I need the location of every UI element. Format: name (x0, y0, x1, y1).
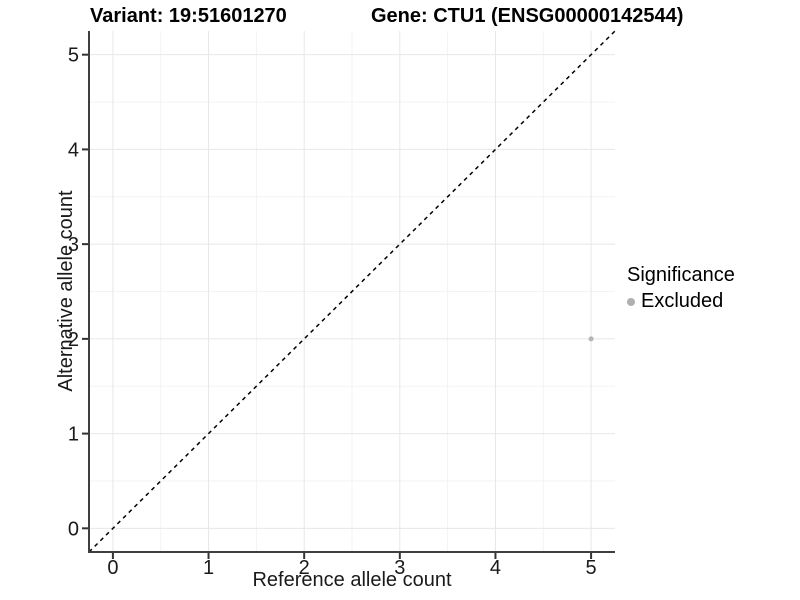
y-axis-title: Alternative allele count (55, 190, 77, 392)
y-tick-label: 4 (68, 139, 79, 161)
x-tick-label: 0 (107, 557, 118, 579)
y-tick-label: 3 (68, 234, 79, 256)
legend: Significance Excluded (627, 264, 735, 313)
excluded-point-icon (627, 297, 635, 306)
legend-title: Significance (627, 264, 735, 286)
x-tick-label: 1 (203, 557, 214, 579)
data-point (588, 336, 594, 342)
x-tick-label: 4 (490, 557, 501, 579)
x-tick-label: 5 (586, 557, 597, 579)
plot-title-variant: Variant: 19:51601270 (90, 5, 287, 27)
legend-item-excluded: Excluded (627, 290, 735, 313)
x-tick-label: 2 (299, 557, 310, 579)
x-axis-title: Reference allele count (252, 569, 452, 591)
diagonal-reference-line (88, 30, 616, 553)
plot-title-gene: Gene: CTU1 (ENSG00000142544) (371, 5, 684, 27)
y-tick-label: 0 (68, 518, 79, 540)
legend-item-label: Excluded (641, 290, 724, 312)
y-tick-label: 5 (68, 45, 79, 67)
y-tick-label: 1 (68, 424, 79, 446)
x-tick-label: 3 (394, 557, 405, 579)
y-tick-label: 2 (68, 329, 79, 351)
